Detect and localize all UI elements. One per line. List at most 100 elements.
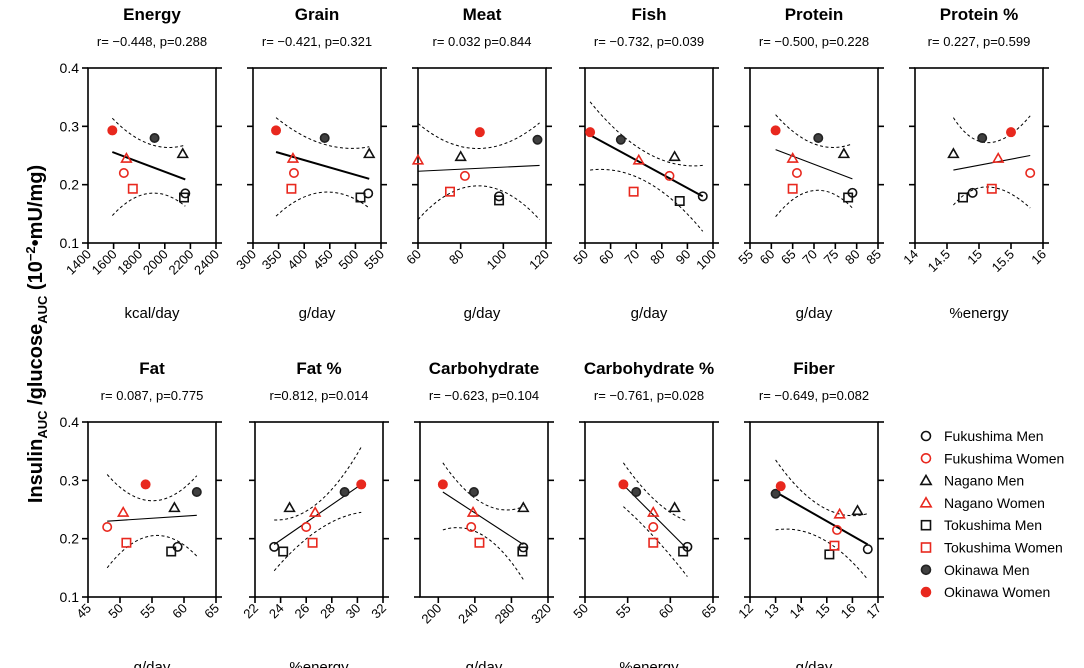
legend-label-nagano-women: Nagano Women <box>944 495 1045 511</box>
panel-energy-xtick-label: 1600 <box>89 247 120 278</box>
panel-fat-fit-line <box>107 514 197 522</box>
panel-fat-xlabel: g/day <box>134 659 171 668</box>
panel-fish-xtick-label: 100 <box>693 247 719 273</box>
panel-carbohydrate-point-tokushima-women <box>474 537 485 548</box>
panel-protein-xtick-label: 70 <box>799 247 820 268</box>
panel-energy-stat: r= −0.448, p=0.288 <box>97 34 207 49</box>
panel-fat-point-nagano-women <box>116 505 130 517</box>
panel-protein: Protein r= −0.500, p=0.228 55 60 65 70 75 80 85 g… <box>735 5 884 322</box>
panel-protein-frame <box>749 67 879 244</box>
panel-protein-pct-xlabel: %energy <box>949 305 1009 322</box>
panel-fish-xlabel: g/day <box>631 305 668 322</box>
panel-protein-xlabel: g/day <box>796 305 833 322</box>
legend-marker-tokushima-women <box>920 542 932 553</box>
panel-energy: Energy r= −0.448, p=0.288 0.1 0.2 0.3 0.4 1400… <box>60 5 223 322</box>
panel-fish-xtick-label: 80 <box>647 247 668 268</box>
panel-fat-point-tokushima-women <box>121 537 132 548</box>
panel-carbohydrate-pct-point-tokushima-men <box>678 546 689 557</box>
panel-fish-frame <box>584 67 714 244</box>
panel-protein-point-tokushima-men <box>843 192 854 203</box>
panel-protein-pct-xtick-label: 16 <box>1028 247 1049 268</box>
legend-label-okinawa-women: Okinawa Women <box>944 584 1050 600</box>
panel-fiber: Fiber r= −0.649, p=0.082 12 13 14 15 16 17 g/day <box>735 359 884 668</box>
panel-grain-ci-upper <box>275 117 370 149</box>
panel-carbohydrate-point-nagano-women <box>466 505 480 517</box>
legend-marker-fukushima-men <box>920 430 932 442</box>
panel-grain-xtick-label: 400 <box>284 247 310 273</box>
panel-energy-xtick-label: 2000 <box>140 247 171 278</box>
panel-protein-pct-point-tokushima-men <box>957 192 968 203</box>
panel-fish-point-okinawa-men <box>615 134 626 145</box>
panel-protein-xtick-label: 85 <box>863 247 884 268</box>
panel-energy-xlabel: kcal/day <box>124 305 180 322</box>
y-axis-title-mid: /glucose <box>25 324 47 411</box>
panel-energy-xtick-label: 1800 <box>114 247 145 278</box>
panel-energy-xtick-label: 2200 <box>165 247 196 278</box>
panel-fiber-fit-line <box>775 491 869 546</box>
y-axis-title-main: Insulin <box>25 439 47 503</box>
panel-fat-pct-ci-upper <box>274 446 362 521</box>
panel-protein-pct: Protein % r= 0.227, p=0.599 14 14.5 15 15.5 16… <box>900 5 1049 322</box>
panel-fat-pct-xtick-label: 28 <box>317 601 338 622</box>
legend-label-fukushima-men: Fukushima Men <box>944 428 1044 444</box>
panel-fat-pct: Fat % r=0.812, p=0.014 22 24 26 28 30 32 %energy <box>240 359 389 668</box>
panel-fish-point-nagano-men <box>668 150 681 162</box>
legend-marker-fukushima-women <box>920 452 932 464</box>
panel-meat-xtick-label: 60 <box>403 247 424 268</box>
panel-protein-point-fukushima-women <box>791 168 802 179</box>
panel-carbohydrate-point-tokushima-men <box>517 546 528 557</box>
panel-fat-pct-xtick-label: 32 <box>368 601 389 622</box>
legend-label-tokushima-women: Tokushima Women <box>944 540 1063 556</box>
panel-carbohydrate-stat: r= −0.623, p=0.104 <box>429 388 539 403</box>
panel-grain-point-nagano-men <box>363 147 376 159</box>
panel-energy-point-okinawa-women <box>107 125 118 136</box>
panel-fish-point-fukushima-men <box>697 191 708 202</box>
panel-grain-point-okinawa-men <box>319 133 330 144</box>
panel-protein-pct-stat: r= 0.227, p=0.599 <box>928 34 1031 49</box>
panel-fiber-xtick-label: 12 <box>735 601 756 622</box>
panel-protein-xtick-label: 60 <box>757 247 778 268</box>
panel-fish-xtick-label: 60 <box>596 247 617 268</box>
panel-fat-ytick-label: 0.2 <box>60 531 80 547</box>
panel-carbohydrate-pct-ci-upper <box>622 462 688 522</box>
panel-energy-frame <box>87 67 217 244</box>
panel-grain: Grain r= −0.421, p=0.321 300 350 400 450 500 55… <box>233 5 387 322</box>
panel-fat-point-okinawa-women <box>140 479 151 490</box>
panel-fat-stat: r= 0.087, p=0.775 <box>101 388 204 403</box>
panel-carbohydrate-pct-point-okinawa-men <box>631 486 642 497</box>
panel-meat-stat: r= 0.032 p=0.844 <box>432 34 531 49</box>
panel-fat-xtick-label: 60 <box>169 601 190 622</box>
y-axis-title: InsulinAUC /glucoseAUC (10−2•mU/mg) <box>23 165 50 503</box>
panel-carbohydrate-pct-xtick-label: 60 <box>656 601 677 622</box>
panel-carbohydrate-xtick-label: 320 <box>528 601 554 627</box>
legend-marker-nagano-men <box>919 473 933 486</box>
panel-fat-pct-frame <box>254 421 384 598</box>
panel-energy-xtick-label: 2400 <box>191 247 222 278</box>
panel-protein-pct-title: Protein % <box>940 5 1018 24</box>
panel-fiber-point-okinawa-women <box>775 481 786 492</box>
panel-fat-pct-xlabel: %energy <box>289 659 349 668</box>
y-axis-title-unit: (10 <box>25 261 47 295</box>
panel-fiber-point-fukushima-women <box>832 524 843 535</box>
panel-protein-pct-xtick-label: 15.5 <box>989 247 1018 276</box>
panel-carbohydrate-xtick-label: 240 <box>455 601 481 627</box>
legend-label-tokushima-men: Tokushima Men <box>944 517 1042 533</box>
panel-fish-fit-line <box>589 134 704 198</box>
panel-grain-xtick-label: 550 <box>361 247 387 273</box>
panel-energy-point-nagano-men <box>176 147 189 159</box>
panel-carbohydrate-title: Carbohydrate <box>429 359 540 378</box>
panel-carbohydrate-ci-lower <box>442 527 524 580</box>
panel-protein-pct-point-fukushima-men <box>967 187 978 198</box>
panel-fiber-frame <box>749 421 879 598</box>
panel-meat-point-okinawa-men <box>532 134 543 145</box>
legend: Fukushima Men Fukushima Women Nagano Men Na… <box>919 428 1064 600</box>
panel-protein-pct-point-fukushima-women <box>1025 168 1036 179</box>
panel-protein-pct-point-okinawa-men <box>977 133 988 144</box>
panel-fat-pct-xtick-label: 30 <box>343 601 364 622</box>
panel-carbohydrate-point-fukushima-women <box>466 521 477 532</box>
panel-protein-stat: r= −0.500, p=0.228 <box>759 34 869 49</box>
panel-carbohydrate-xtick-label: 200 <box>418 601 444 627</box>
panel-fat-pct-xtick-label: 22 <box>240 601 261 622</box>
panel-meat-xlabel: g/day <box>464 305 501 322</box>
